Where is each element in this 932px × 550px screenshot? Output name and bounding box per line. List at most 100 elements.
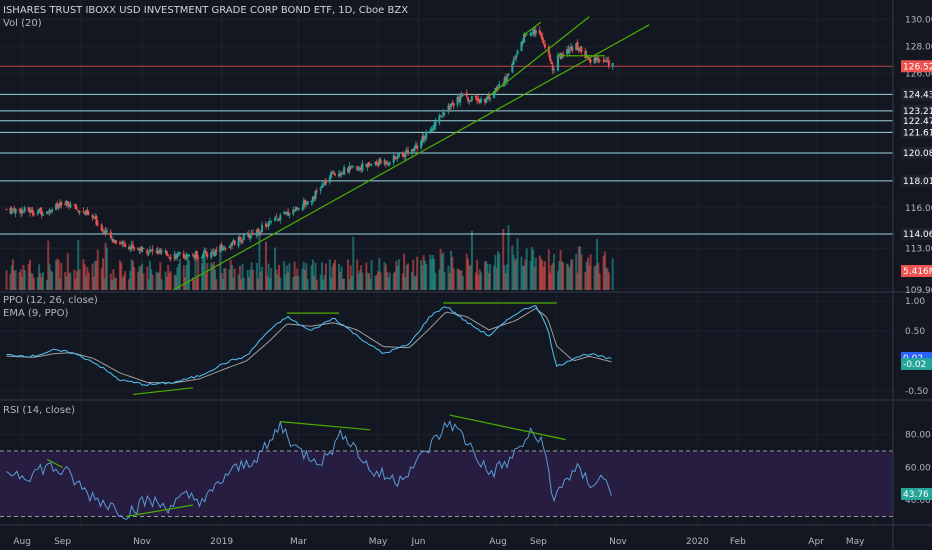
volume-bar [277, 265, 280, 290]
volume-bar [413, 276, 416, 290]
candle-body [530, 32, 533, 34]
volume-bar [250, 262, 253, 290]
volume-bar [486, 263, 489, 290]
volume-bar [112, 269, 115, 290]
candle-body [56, 203, 59, 207]
candle-body [206, 254, 209, 257]
candle-body [287, 211, 290, 216]
price-candles [5, 26, 614, 262]
volume-bar [513, 260, 516, 290]
candle-body [416, 145, 419, 149]
candle-body [374, 162, 377, 165]
candle-body [476, 97, 479, 101]
volume-bar [566, 263, 569, 290]
volume-bar [10, 265, 13, 290]
candle-body [440, 116, 443, 118]
candle-body [495, 87, 498, 90]
candle-body [105, 230, 108, 233]
candle-body [378, 159, 381, 166]
volume-bar [104, 242, 107, 290]
volume-bar [31, 274, 34, 290]
volume-bar [96, 249, 99, 290]
volume-bar [115, 277, 118, 290]
volume-bar [349, 265, 352, 290]
candle-body [177, 252, 180, 254]
volume-bar [111, 279, 114, 290]
candle-body [556, 56, 559, 71]
rsi-axis-tick: 80.00 [905, 431, 931, 441]
candle-body [503, 77, 506, 87]
volume-bar [607, 272, 610, 290]
candle-body [569, 46, 572, 50]
volume-bar [538, 255, 541, 290]
volume-bar [58, 278, 61, 290]
rsi-axis-tick: 40.00 [905, 496, 931, 506]
rsi-divergence-line [449, 414, 566, 441]
candle-body [486, 96, 489, 99]
volume-bar [169, 271, 172, 290]
volume-bar [150, 268, 153, 290]
candle-body [568, 49, 571, 53]
volume-bar [75, 271, 78, 290]
candle-body [483, 98, 486, 103]
volume-bar [386, 271, 389, 290]
volume-bar [211, 264, 214, 290]
volume-bar [378, 258, 381, 290]
volume-bar [94, 260, 97, 290]
volume-bar [524, 259, 527, 290]
candle-body [266, 225, 269, 227]
volume-bar [456, 268, 459, 290]
candle-body [219, 245, 222, 253]
candle-body [210, 252, 213, 258]
volume-bar [146, 266, 149, 290]
volume-bar [448, 273, 451, 290]
candle-body [73, 204, 76, 206]
volume-bar [313, 275, 316, 290]
volume-bar [66, 253, 69, 290]
candle-body [448, 105, 451, 109]
candle-body [220, 244, 223, 251]
candle-body [313, 196, 316, 199]
candle-body [276, 218, 279, 220]
volume-bar [361, 272, 364, 290]
volume-bar [310, 265, 313, 290]
price-axis: 130.00 128.00 126.00 116.00 113.00 109.90 124.… [901, 15, 932, 506]
time-axis-tick: Jun [410, 537, 425, 547]
price-axis-tick: 126.00 [905, 69, 932, 79]
candle-body [128, 247, 131, 250]
volume-bar [431, 254, 434, 290]
volume-bar [339, 271, 342, 290]
time-axis-tick: Mar [290, 537, 307, 547]
candle-body [498, 84, 501, 86]
volume-bar [283, 261, 286, 290]
volume-bar [396, 265, 399, 290]
volume-bar [197, 259, 200, 290]
candle-body [596, 57, 599, 61]
candle-body [18, 209, 21, 211]
volume-bar [118, 260, 121, 290]
candle-body [553, 69, 556, 71]
candle-body [215, 249, 218, 252]
volume-bar [38, 264, 41, 290]
volume-bar [515, 258, 518, 290]
volume-bar [562, 262, 565, 290]
volume-bar [551, 263, 554, 290]
level-tag: 124.43 [903, 90, 932, 100]
volume-bar [414, 275, 417, 290]
volume-bar [30, 272, 33, 290]
volume-bar [155, 271, 158, 290]
time-axis-tick: May [369, 537, 388, 547]
trendlines[interactable] [173, 16, 650, 291]
price-axis-tick: 116.00 [905, 204, 932, 214]
candle-body [429, 130, 432, 133]
candle-body [23, 207, 26, 212]
candle-body [538, 30, 541, 34]
candle-body [384, 161, 387, 165]
volume-bar [589, 254, 592, 290]
candle-body [104, 230, 107, 234]
candle-body [182, 253, 185, 258]
candle-body [314, 190, 317, 200]
candle-body [392, 155, 395, 163]
volume-bar [185, 265, 188, 290]
